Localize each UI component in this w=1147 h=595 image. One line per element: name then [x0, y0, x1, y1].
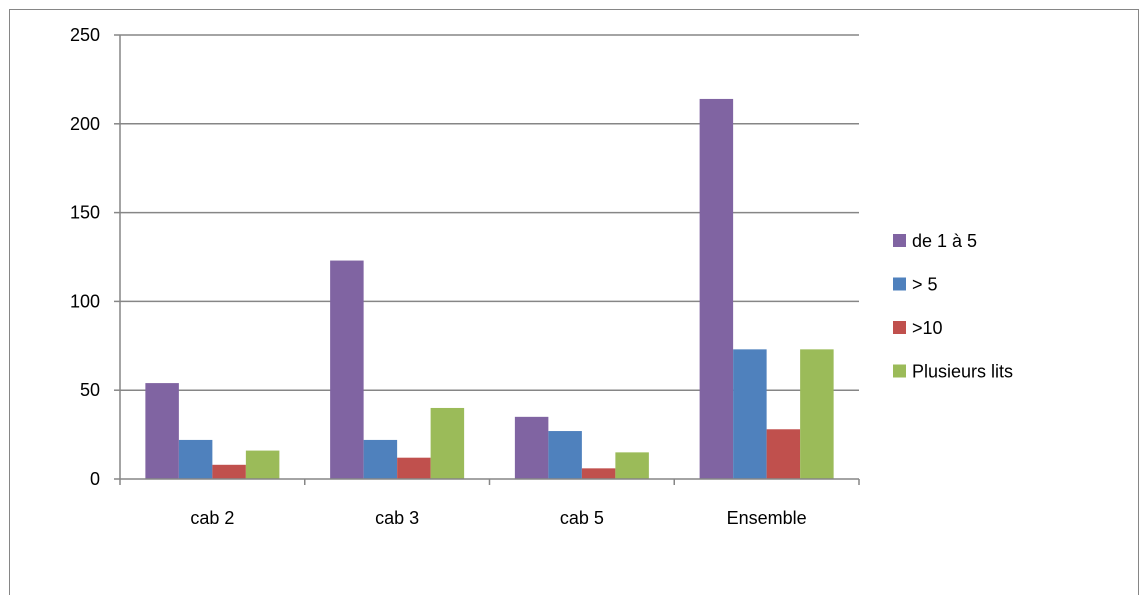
y-tick-label-50: 50 [80, 380, 100, 400]
bars [145, 98, 834, 479]
legend-swatch-3 [893, 321, 906, 334]
legend: de 1 à 5 > 5 >10 Plusieurs lits [893, 231, 1013, 382]
legend-label-3: >10 [912, 318, 943, 338]
bar-ensemble-series-4 [800, 349, 834, 479]
bar-cab-3-series-4 [430, 407, 465, 479]
bar-cab-5-series-1 [514, 416, 549, 479]
legend-swatch-1 [893, 234, 906, 247]
bar-ensemble-series-2 [733, 349, 767, 479]
x-tick-label-cab-5: cab 5 [560, 508, 604, 528]
legend-swatch-2 [893, 277, 906, 291]
legend-label-1: de 1 à 5 [912, 231, 977, 251]
x-tick-label-cab-3: cab 3 [375, 508, 419, 528]
y-tick-label-150: 150 [70, 203, 100, 223]
bar-cab-2-series-1 [145, 383, 179, 479]
y-tick-label-200: 200 [70, 114, 100, 134]
y-tick-label-100: 100 [70, 291, 100, 311]
bar-ensemble-series-1 [699, 98, 734, 479]
bar-cab-5-series-3 [581, 468, 616, 479]
bar-cab-5-series-2 [548, 431, 582, 479]
bar-cab-3-series-1 [330, 260, 364, 479]
y-tick-label-250: 250 [70, 25, 100, 45]
y-tick-label-0: 0 [90, 469, 100, 489]
gridlines [120, 34, 859, 391]
bar-cab-5-series-4 [615, 452, 649, 479]
x-tick-label-cab-2: cab 2 [190, 508, 234, 528]
legend-label-2: > 5 [912, 275, 938, 295]
legend-swatch-4 [893, 364, 906, 378]
bar-cab-3-series-2 [363, 439, 398, 479]
x-tick-label-ensemble: Ensemble [727, 508, 807, 528]
legend-label-4: Plusieurs lits [912, 362, 1013, 382]
bar-ensemble-series-3 [766, 429, 801, 479]
axes [114, 34, 860, 485]
tick-labels: 0 50 100 150 200 250 cab 2 cab 3 cab 5 Ensemble [70, 25, 807, 528]
bar-cab-2-series-2 [178, 439, 213, 479]
bar-cab-2-series-3 [212, 464, 246, 479]
bar-cab-2-series-4 [245, 450, 280, 479]
bar-cab-3-series-3 [397, 457, 431, 479]
